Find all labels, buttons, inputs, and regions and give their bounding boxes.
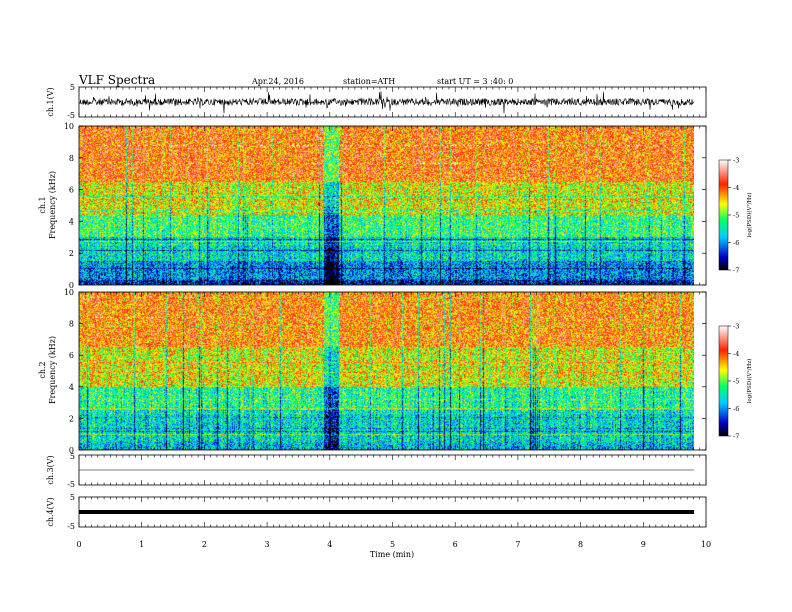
colorbar-tick-label: -5 xyxy=(733,378,739,386)
ch3-ytick-top: 5 xyxy=(70,452,75,461)
ch1-waveform xyxy=(78,91,695,114)
ch4-ytick-bottom: -5 xyxy=(67,522,75,531)
frequency-tick-label: 6 xyxy=(69,186,74,195)
ch4-ytick-top: 5 xyxy=(70,493,75,502)
spectrogram-ch2-ylabel: Frequency (kHz) xyxy=(48,336,57,404)
time-tick-label: 0 xyxy=(76,540,81,549)
frequency-tick-label: 6 xyxy=(69,351,74,360)
ch3-ytick-bottom: -5 xyxy=(67,480,75,489)
frequency-tick-label: 8 xyxy=(69,154,74,163)
colorbar-tick-label: -4 xyxy=(733,184,739,192)
ch1-ylabel: ch.1(V) xyxy=(46,87,55,116)
spectrogram-ch2-channel-label: ch.2 xyxy=(38,361,47,378)
colorbar-tick-label: -7 xyxy=(733,267,739,275)
date-label: Apr.24, 2016 xyxy=(251,77,304,86)
ch3-panel: 5 -5 ch.3(V) xyxy=(46,452,707,489)
ch1-panel: 5 -5 ch.1(V) xyxy=(46,83,707,120)
time-tick-label: 3 xyxy=(265,540,270,549)
colorbar-ch2-label: log(PSD)(V²/Hz) xyxy=(746,359,753,404)
ch1-ytick-bottom: -5 xyxy=(67,111,75,120)
time-tick-label: 2 xyxy=(202,540,207,549)
ch1-ytick-top: 5 xyxy=(70,83,75,92)
time-tick-label: 7 xyxy=(515,540,520,549)
frequency-tick-label: 2 xyxy=(69,249,74,258)
frequency-tick-label: 10 xyxy=(64,122,74,131)
ch3-ylabel: ch.3(V) xyxy=(46,455,55,484)
frequency-tick-label: 0 xyxy=(69,281,74,290)
colorbar-tick-label: -7 xyxy=(733,433,739,441)
time-tick-label: 8 xyxy=(578,540,583,549)
colorbar-tick-label: -6 xyxy=(733,405,739,413)
colorbar-tick-label: -3 xyxy=(733,323,739,331)
time-tick-label: 6 xyxy=(453,540,458,549)
spectrogram-ch2-image xyxy=(79,292,694,450)
spectrogram-ch1-image xyxy=(79,126,694,285)
x-axis-label: Time (min) xyxy=(370,550,414,559)
colorbar-ch1-label: log(PSD)(V²/Hz) xyxy=(746,193,753,238)
time-tick-label: 9 xyxy=(641,540,646,549)
spectrogram-ch1-ylabel: Frequency (kHz) xyxy=(48,171,57,239)
frequency-tick-label: 10 xyxy=(64,288,74,297)
time-tick-label: 5 xyxy=(390,540,395,549)
time-tick-label: 10 xyxy=(701,540,711,549)
frequency-tick-label: 4 xyxy=(69,217,74,226)
frequency-tick-label: 8 xyxy=(69,320,74,329)
start-time-label: start UT = 3 :40: 0 xyxy=(437,77,513,86)
figure-title: VLF Spectra xyxy=(78,73,155,87)
colorbar-ch1 xyxy=(718,159,729,271)
station-label: station=ATH xyxy=(343,77,395,86)
spectrogram-ch1-channel-label: ch.1 xyxy=(38,196,47,213)
ch4-panel: 5 -5 ch.4(V) 0 1 2 3 4 5 6 7 8 9 10 Time (min) xyxy=(46,493,711,559)
colorbar-tick-label: -4 xyxy=(733,350,739,358)
colorbar-ch2 xyxy=(718,325,729,437)
time-tick-label: 4 xyxy=(327,540,332,549)
time-tick-label: 1 xyxy=(139,540,144,549)
colorbar-tick-label: -5 xyxy=(733,212,739,220)
frequency-tick-label: 4 xyxy=(69,383,74,392)
panel-minute-ticks xyxy=(78,87,707,527)
frequency-tick-label: 0 xyxy=(69,446,74,455)
colorbar-tick-label: -3 xyxy=(733,157,739,165)
frequency-tick-label: 2 xyxy=(69,414,74,423)
ch4-ylabel: ch.4(V) xyxy=(46,497,55,526)
colorbar-tick-label: -6 xyxy=(733,239,739,247)
